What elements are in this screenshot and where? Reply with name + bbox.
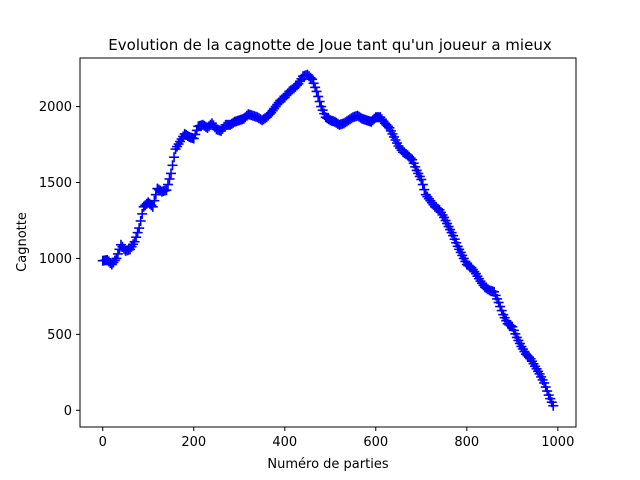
data-point-interp — [517, 344, 528, 355]
x-tick-label: 800 — [454, 435, 479, 450]
y-tick-label: 1500 — [39, 176, 72, 191]
data-point-interp — [417, 179, 428, 190]
data-point — [434, 204, 445, 215]
data-point — [170, 144, 181, 155]
data-point-interp — [472, 271, 483, 282]
data-point-interp — [436, 207, 447, 218]
x-axis-label: Numéro de parties — [267, 457, 388, 472]
chart-title: Evolution de la cagnotte de Joue tant qu… — [108, 36, 552, 54]
data-point-interp — [533, 366, 544, 377]
x-tick-label: 400 — [272, 435, 297, 450]
data-point — [470, 268, 481, 279]
data-point-interp — [132, 227, 143, 238]
plot-area — [79, 57, 577, 428]
y-axis: 0 500 1000 1500 2000 — [39, 100, 80, 419]
data-point — [111, 253, 122, 264]
y-tick-label: 500 — [47, 328, 72, 343]
data-series — [97, 69, 559, 411]
data-point-interp — [162, 179, 173, 190]
data-point — [293, 78, 304, 89]
data-point-interp — [405, 153, 416, 164]
data-point-interp — [528, 358, 539, 369]
data-point-interp — [173, 139, 184, 150]
data-point — [161, 185, 172, 196]
x-tick-label: 200 — [181, 435, 206, 450]
y-tick-label: 1000 — [39, 252, 72, 267]
data-point — [516, 341, 527, 352]
data-point-interp — [305, 72, 316, 83]
data-point-interp — [172, 141, 183, 152]
data-point-interp — [419, 184, 430, 195]
data-point-interp — [131, 232, 142, 243]
data-point-interp — [109, 255, 120, 266]
data-point-interp — [128, 239, 139, 250]
x-tick-label: 0 — [99, 435, 107, 450]
data-point — [311, 86, 322, 97]
data-point-interp — [313, 91, 324, 102]
data-point — [175, 136, 186, 147]
data-point — [530, 361, 541, 372]
data-point-interp — [531, 363, 542, 374]
data-point-interp — [164, 173, 175, 184]
data-point — [129, 236, 140, 247]
data-point-interp — [527, 356, 538, 367]
data-point — [147, 201, 158, 212]
data-point-interp — [294, 76, 305, 87]
y-tick-label: 0 — [64, 404, 72, 419]
data-point — [416, 174, 427, 185]
data-point — [125, 244, 136, 255]
data-point — [134, 223, 145, 234]
data-point — [166, 168, 177, 179]
x-axis: 0 200 400 600 800 1000 — [99, 427, 574, 450]
plot-frame — [79, 57, 577, 428]
data-point-interp — [314, 96, 325, 107]
data-point-interp — [112, 248, 123, 259]
data-point-interp — [135, 215, 146, 226]
x-tick-label: 1000 — [541, 435, 574, 450]
y-axis-label: Cagnotte — [15, 212, 30, 272]
data-point — [525, 353, 536, 364]
data-point-interp — [437, 209, 448, 220]
x-tick-label: 600 — [363, 435, 388, 450]
data-point-interp — [149, 195, 160, 206]
data-point-interp — [137, 208, 148, 219]
data-point-interp — [126, 241, 137, 252]
y-tick-label: 2000 — [39, 100, 72, 115]
data-point-interp — [169, 152, 180, 163]
data-point-interp — [167, 160, 178, 171]
data-point — [548, 400, 559, 411]
